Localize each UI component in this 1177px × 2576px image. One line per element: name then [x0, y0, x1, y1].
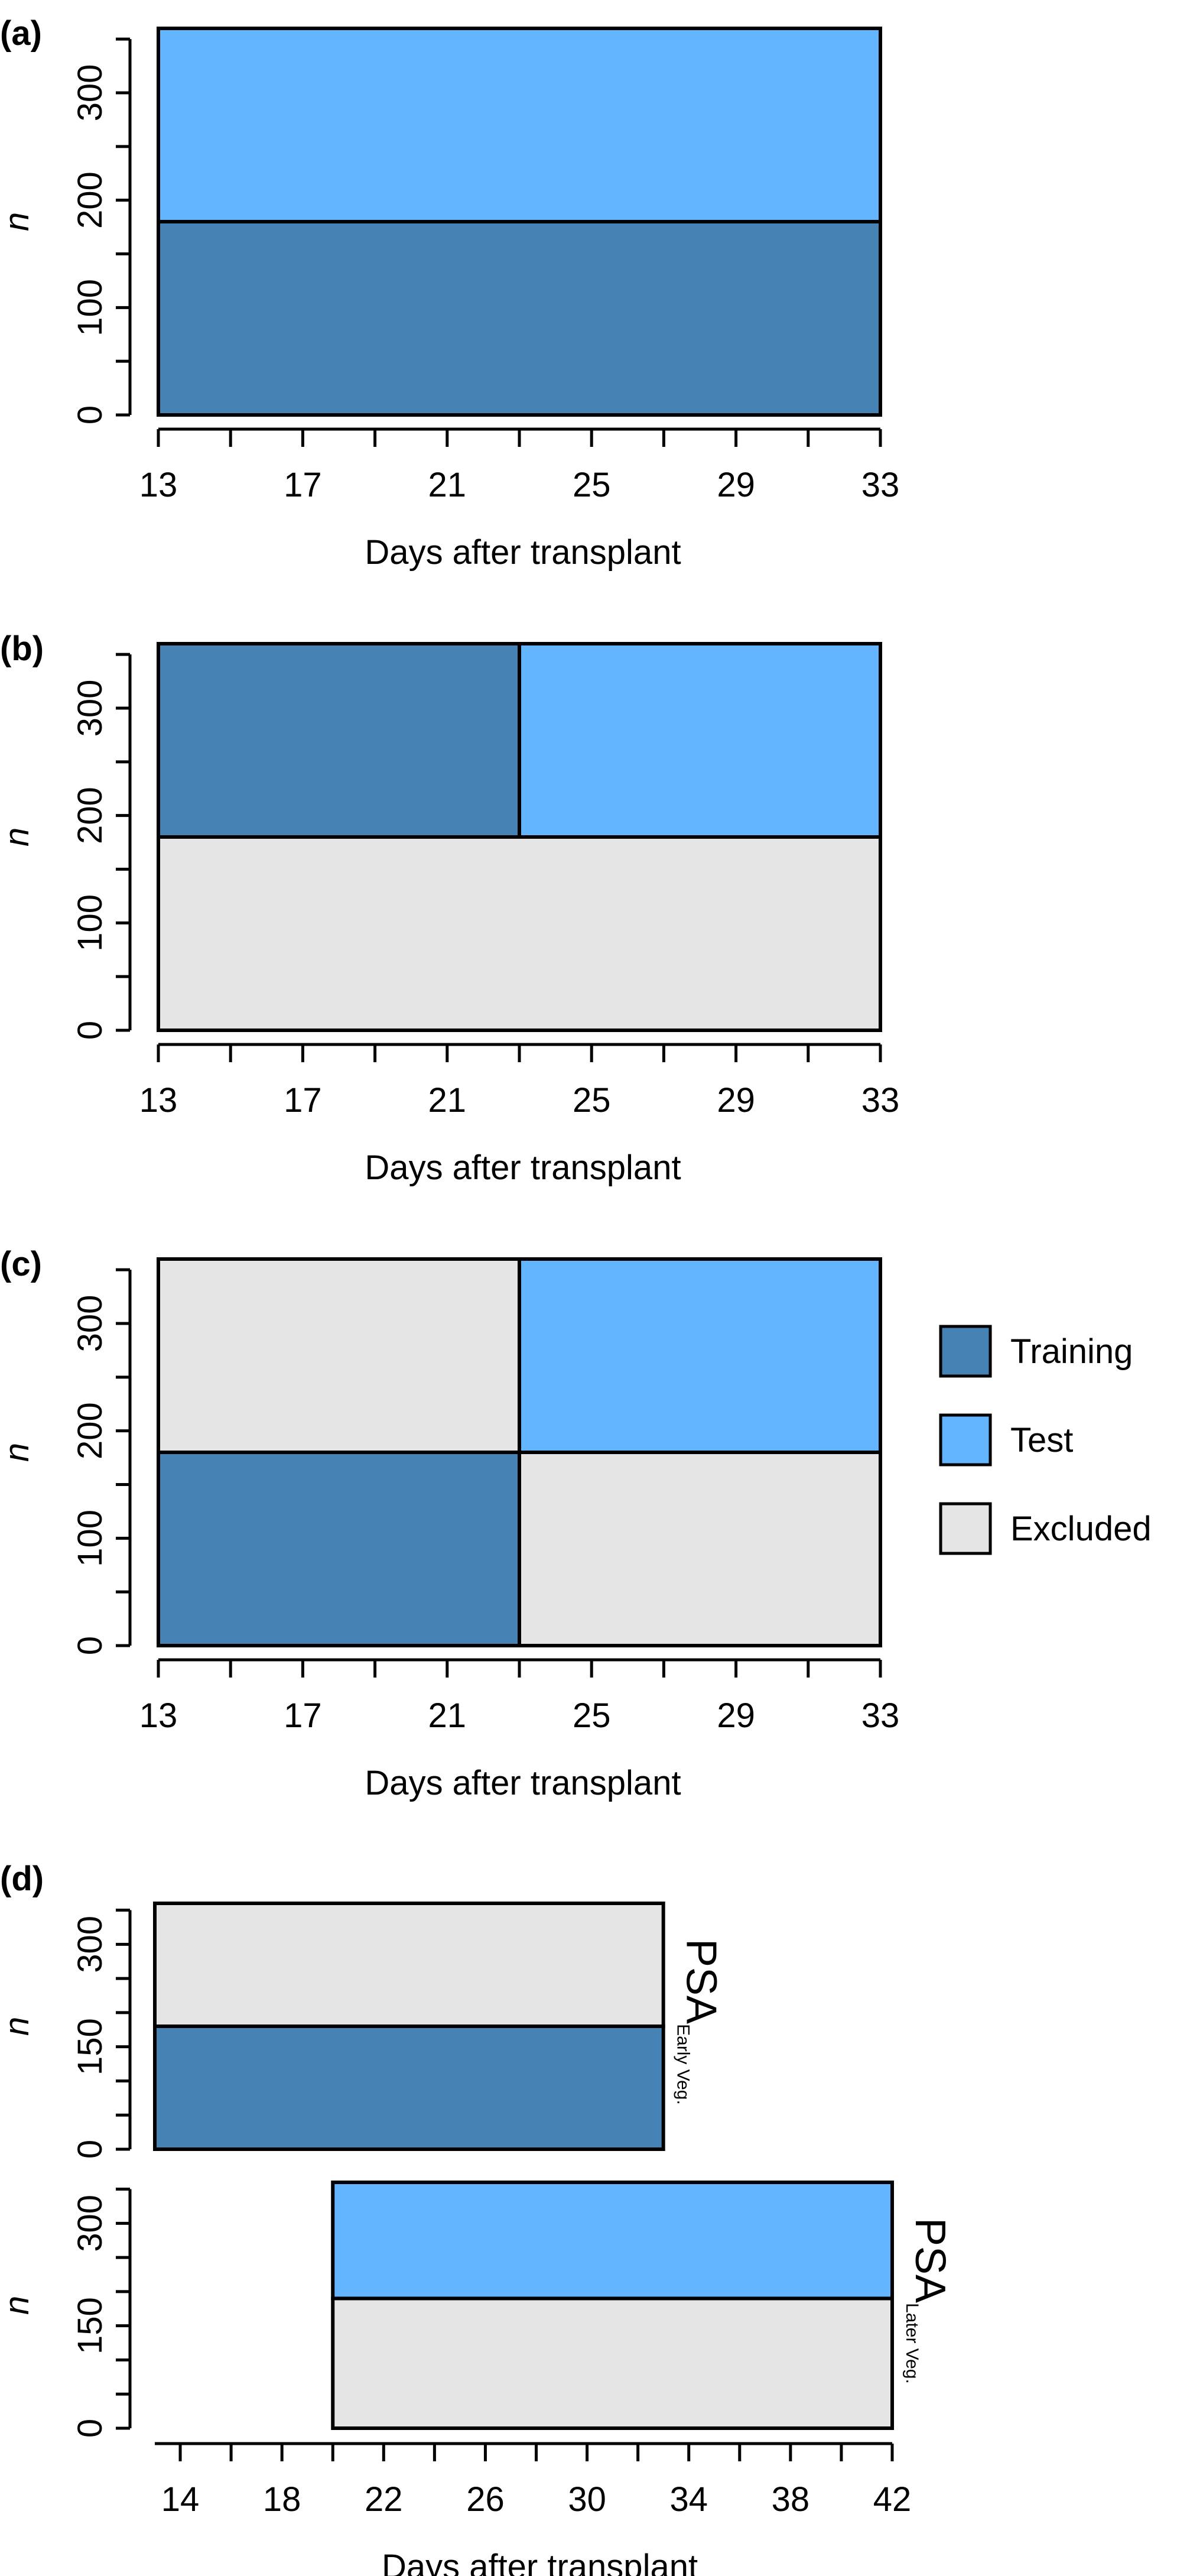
legend-label-test: Test	[1010, 1421, 1073, 1459]
y-tick-label: 0	[71, 1021, 109, 1040]
x-tick-label: 25	[573, 1081, 611, 1120]
legend-label-training: Training	[1010, 1332, 1133, 1371]
y-tick-label: 300	[71, 2195, 109, 2252]
y-tick-label: 0	[71, 405, 109, 424]
subpanel-later-veg: 0 150 300 n PSALater Veg.	[0, 2181, 954, 2438]
x-axis-title: Days after transplant	[365, 1149, 681, 1187]
x-tick-label: 25	[573, 466, 611, 504]
psa-label-sub: Early Veg.	[674, 2024, 693, 2105]
legend-swatch-test	[939, 1413, 992, 1467]
y-tick-label: 150	[71, 2018, 109, 2075]
x-tick-label: 29	[717, 466, 755, 504]
y-tick-label: 300	[71, 64, 109, 122]
x-axis-title: Days after transplant	[382, 2548, 698, 2576]
x-tick-label: 17	[284, 466, 322, 504]
legend-item-test: Test	[939, 1413, 1073, 1467]
psa-label: PSALater Veg.	[902, 2218, 954, 2384]
psa-label-main: PSA	[906, 2218, 954, 2303]
bar-excluded	[157, 1257, 521, 1454]
bar-training	[157, 642, 521, 839]
x-tick-label: 18	[263, 2480, 301, 2519]
x-tick-label: 13	[139, 1081, 178, 1120]
x-tick-label: 33	[861, 466, 900, 504]
bar-test	[518, 1257, 882, 1454]
y-tick-label: 0	[71, 2140, 109, 2159]
legend: Training Test Excluded	[939, 1325, 1152, 1555]
y-tick-label: 100	[71, 894, 109, 952]
x-tick-label: 34	[669, 2480, 708, 2519]
psa-label-sub: Later Veg.	[902, 2303, 922, 2384]
x-tick-label: 21	[428, 1081, 467, 1120]
bar-training	[153, 2025, 665, 2151]
x-tick-label: 29	[717, 1081, 755, 1120]
x-tick-label: 21	[428, 1696, 467, 1735]
y-tick-label: 200	[71, 787, 109, 844]
y-axis-title: n	[0, 2017, 36, 2036]
y-axis-title: n	[0, 2296, 36, 2315]
x-tick-label: 26	[466, 2480, 505, 2519]
legend-swatch-training	[939, 1325, 992, 1378]
x-tick-label: 29	[717, 1696, 755, 1735]
y-tick-label: 300	[71, 1295, 109, 1352]
bar-training	[157, 220, 882, 417]
x-tick-label: 33	[861, 1696, 900, 1735]
x-tick-label: 21	[428, 466, 467, 504]
x-tick-label: 13	[139, 466, 178, 504]
legend-item-excluded: Excluded	[939, 1502, 1152, 1555]
y-axis-title: n	[0, 1443, 36, 1462]
subpanel-early-veg: 0 150 300 n PSAEarly Veg.	[0, 1902, 725, 2159]
y-tick-label: 150	[71, 2297, 109, 2354]
y-tick-label: 0	[71, 1636, 109, 1655]
panel-b: (b) 0 100 200 300 n 13 17 21 25 29 33 Days after tra…	[0, 630, 899, 1187]
y-tick-label: 300	[71, 680, 109, 737]
x-tick-label: 30	[568, 2480, 606, 2519]
bar-excluded	[157, 835, 882, 1032]
x-tick-label: 33	[861, 1081, 900, 1120]
psa-label-main: PSA	[678, 1939, 725, 2024]
legend-swatch-excluded	[939, 1502, 992, 1555]
bar-excluded	[518, 1451, 882, 1647]
panel-a: (a) 0 100 200 300 n 13 17 21 25 29 33 Days after tra…	[0, 14, 899, 572]
x-tick-label: 38	[772, 2480, 810, 2519]
panel-label: (a)	[0, 14, 42, 53]
bar-test	[157, 27, 882, 223]
x-tick-label: 13	[139, 1696, 178, 1735]
y-tick-label: 100	[71, 1510, 109, 1567]
panel-label: (d)	[0, 1860, 44, 1898]
legend-label-excluded: Excluded	[1010, 1510, 1152, 1548]
y-tick-label: 200	[71, 1402, 109, 1459]
legend-item-training: Training	[939, 1325, 1133, 1378]
x-tick-label: 22	[365, 2480, 403, 2519]
bar-excluded	[153, 1902, 665, 2028]
y-tick-label: 300	[71, 1916, 109, 1973]
x-tick-label: 17	[284, 1696, 322, 1735]
x-tick-label: 25	[573, 1696, 611, 1735]
panel-c: (c) 0 100 200 300 n 13 17 21 25 29 33 Days after tra…	[0, 1245, 899, 1802]
x-tick-label: 42	[873, 2480, 912, 2519]
bar-test	[518, 642, 882, 839]
panel-label: (b)	[0, 630, 44, 668]
x-axis-title: Days after transplant	[365, 1764, 681, 1802]
x-tick-label: 17	[284, 1081, 322, 1120]
psa-label: PSAEarly Veg.	[674, 1939, 725, 2105]
bar-training	[157, 1451, 521, 1647]
bar-test	[331, 2181, 894, 2301]
y-tick-label: 200	[71, 171, 109, 229]
panel-label: (c)	[0, 1245, 42, 1283]
y-axis-title: n	[0, 828, 36, 846]
y-axis-title: n	[0, 212, 36, 231]
x-tick-label: 14	[161, 2480, 200, 2519]
bar-excluded	[331, 2296, 894, 2430]
y-tick-label: 0	[71, 2419, 109, 2438]
y-tick-label: 100	[71, 279, 109, 336]
x-axis-title: Days after transplant	[365, 533, 681, 572]
